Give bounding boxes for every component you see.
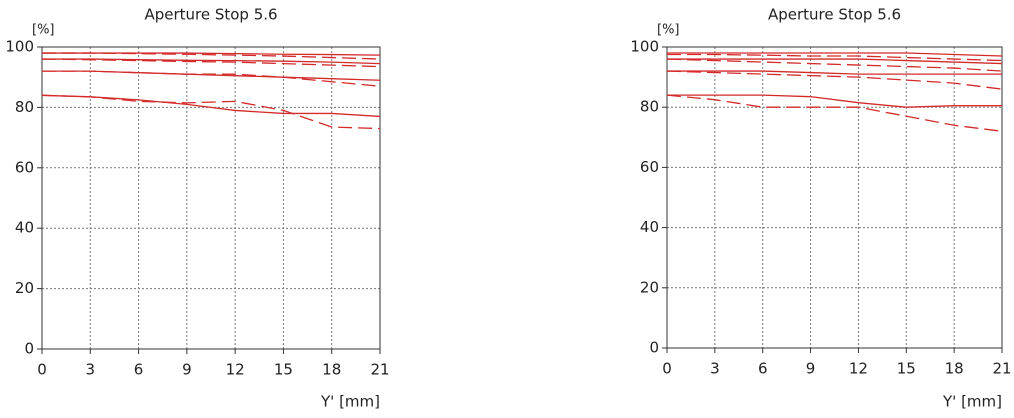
x-tick-label: 6: [758, 360, 768, 378]
plot-frame: [666, 46, 1003, 349]
y-tick-label: 20: [15, 279, 34, 297]
x-tick-label: 21: [370, 361, 389, 379]
x-tick-label: 3: [710, 360, 720, 378]
x-tick-label: 3: [86, 361, 96, 379]
x-tick-label: 0: [37, 361, 47, 379]
mtf-curve: [41, 94, 381, 130]
y-tick-label: 100: [630, 38, 659, 56]
mtf-curve: [41, 94, 381, 118]
x-tick-label: 12: [226, 361, 245, 379]
y-tick-label: 80: [640, 98, 659, 116]
mtf-curve: [667, 52, 1003, 57]
x-axis-label: Y' [mm]: [942, 393, 1002, 411]
chart-title: Aperture Stop 5.6: [144, 6, 277, 24]
mtf-curve: [42, 70, 381, 87]
y-tick-label: 20: [640, 278, 659, 296]
y-axis-label: [%]: [657, 23, 680, 38]
x-tick-label: 9: [806, 360, 816, 378]
y-tick-label: 0: [649, 339, 659, 357]
mtf-curve: [667, 58, 1003, 65]
y-tick-label: 80: [15, 98, 34, 116]
x-tick-label: 6: [134, 361, 144, 379]
x-axis-label: Y' [mm]: [320, 393, 380, 411]
y-tick-label: 60: [15, 158, 34, 176]
x-tick-label: 18: [945, 360, 964, 378]
y-tick-label: 0: [24, 340, 34, 358]
mtf-curve: [42, 52, 381, 60]
x-tick-label: 18: [322, 361, 341, 379]
mtf-curve: [42, 58, 381, 65]
mtf-curve: [42, 70, 381, 81]
chart-title: Aperture Stop 5.6: [768, 6, 901, 24]
mtf-curve: [666, 70, 1003, 90]
mtf-curve: [667, 94, 1002, 108]
x-tick-label: 0: [662, 360, 672, 378]
mtf-curve: [667, 70, 1002, 75]
plot-frame: [41, 46, 381, 350]
y-tick-label: 40: [640, 218, 659, 236]
y-tick-label: 100: [5, 38, 34, 56]
x-tick-label: 9: [182, 361, 192, 379]
y-tick-label: 60: [640, 158, 659, 176]
mtf-curve: [41, 58, 381, 68]
mtf-curve: [667, 53, 1003, 62]
x-tick-label: 15: [274, 361, 293, 379]
x-tick-label: 15: [897, 360, 916, 378]
mtf-curve: [42, 52, 381, 56]
mtf-curve: [666, 94, 1003, 132]
x-tick-label: 12: [849, 360, 868, 378]
mtf-curve: [666, 58, 1003, 72]
y-axis-label: [%]: [32, 23, 55, 38]
x-tick-label: 21: [992, 360, 1011, 378]
y-tick-label: 40: [15, 219, 34, 237]
